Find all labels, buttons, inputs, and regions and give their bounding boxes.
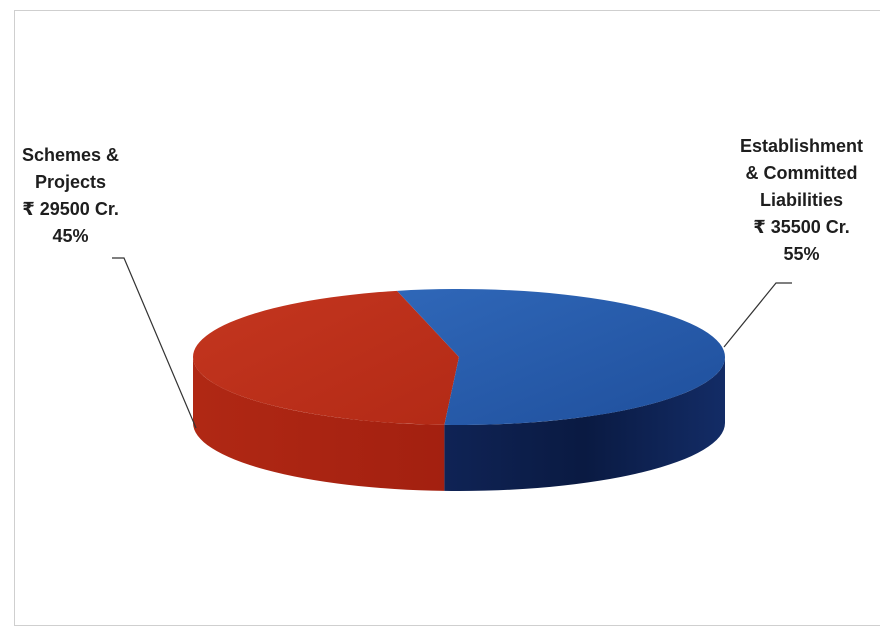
slice-side-schemes <box>193 357 445 491</box>
slice-side-establishment <box>444 357 725 491</box>
slice-label-establishment-line2: & Committed <box>745 163 858 183</box>
slice-label-schemes-amount: ₹ 29500 Cr. <box>22 199 119 219</box>
slice-label-establishment-amount: ₹ 35500 Cr. <box>753 217 850 237</box>
slice-label-schemes-line1: Schemes & <box>22 145 120 165</box>
slice-schemes <box>193 290 459 425</box>
slice-label-establishment-percent: 55% <box>783 244 820 264</box>
slice-establishment <box>397 289 726 425</box>
slice-label-schemes-line2: Projects <box>35 172 107 192</box>
slice-label-establishment-line3: Liabilities <box>760 190 844 210</box>
slice-label-schemes-percent: 45% <box>52 226 89 246</box>
leader-line-schemes <box>112 257 197 429</box>
leader-line-establishment <box>723 282 792 348</box>
slice-label-establishment: Establishment & Committed Liabilities ₹ … <box>740 133 863 268</box>
slice-label-schemes: Schemes & Projects ₹ 29500 Cr. 45% <box>22 142 119 250</box>
slice-label-establishment-line1: Establishment <box>740 136 864 156</box>
